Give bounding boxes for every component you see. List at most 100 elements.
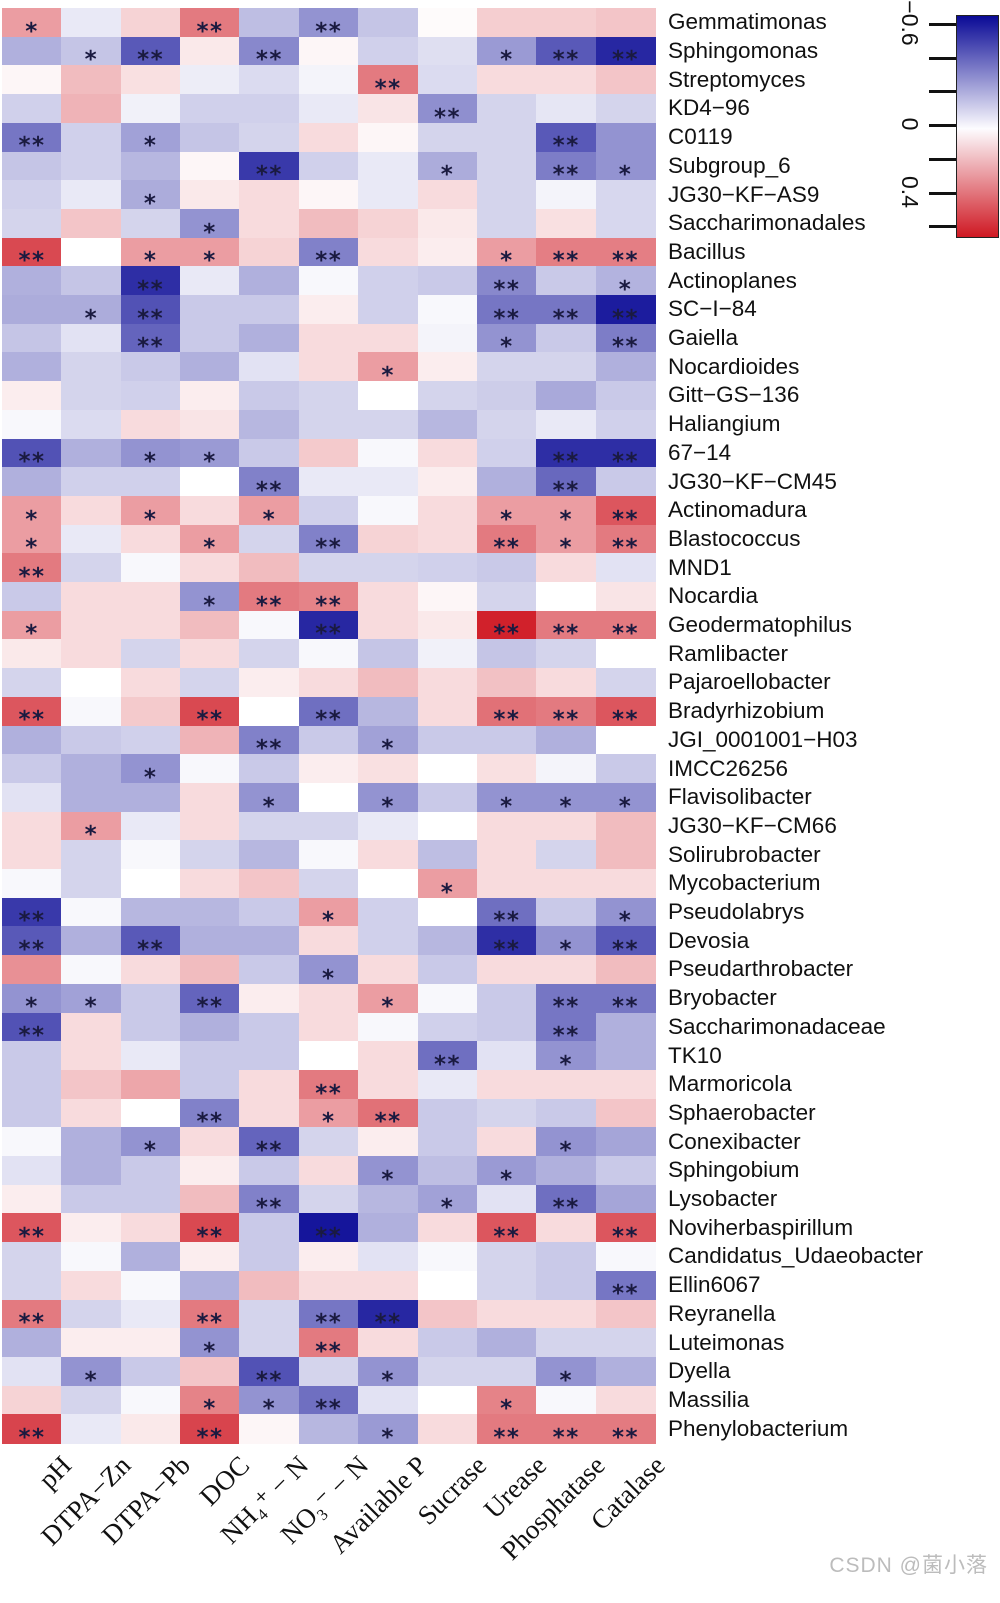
heatmap-cell: [61, 1012, 122, 1042]
heatmap-cell: [61, 1184, 122, 1214]
heatmap-cell: [239, 1156, 300, 1186]
heatmap-cell: [595, 467, 656, 497]
heatmap-cell: [298, 1414, 359, 1444]
heatmap-cell: [120, 811, 181, 841]
heatmap-cell: [180, 639, 241, 669]
row-label: Sphingobium: [668, 1157, 800, 1183]
heatmap-cell: [61, 1069, 122, 1100]
heatmap-cell: [239, 180, 300, 210]
heatmap-cell: [595, 180, 656, 210]
heatmap-cell: [298, 323, 359, 353]
heatmap-cell: **: [595, 1270, 656, 1306]
heatmap-cell: [120, 381, 181, 411]
heatmap-cell: *: [239, 495, 300, 531]
colorbar-tick: [929, 157, 956, 161]
heatmap-cell: [298, 1012, 359, 1042]
heatmap-cell: [417, 295, 478, 325]
heatmap-cell: [595, 869, 656, 899]
heatmap-cell: [476, 180, 537, 210]
heatmap-cell: *: [595, 266, 656, 301]
heatmap-cell: *: [239, 782, 300, 818]
heatmap-cell: [298, 438, 359, 468]
heatmap-cell: [61, 782, 122, 813]
heatmap-cell: **: [476, 266, 537, 301]
heatmap-cell: [417, 1012, 478, 1042]
heatmap-cell: **: [2, 1012, 62, 1048]
heatmap-cell: [180, 955, 241, 985]
heatmap-cell: [239, 983, 300, 1014]
heatmap-cell: [358, 1213, 419, 1243]
heatmap-cell: *: [417, 1184, 478, 1220]
heatmap-cell: **: [298, 1213, 359, 1249]
heatmap-cell: [180, 869, 241, 899]
row-label: 67−14: [668, 439, 732, 465]
heatmap-cell: **: [2, 926, 62, 962]
heatmap-cell: [536, 180, 597, 210]
heatmap-cell: **: [595, 696, 656, 732]
heatmap-cell: [358, 869, 419, 899]
heatmap-cell: [536, 1242, 597, 1272]
heatmap-cell: [476, 438, 537, 468]
heatmap-cell: [298, 1184, 359, 1214]
heatmap-cell: [239, 897, 300, 927]
heatmap-cell: [358, 409, 419, 440]
heatmap-cell: [595, 352, 656, 382]
heatmap-cell: [2, 668, 62, 698]
heatmap-cell: [536, 381, 597, 411]
heatmap-cell: **: [298, 1299, 359, 1335]
heatmap-cell: [2, 754, 62, 784]
heatmap-cell: **: [595, 1213, 656, 1249]
heatmap-cell: **: [358, 65, 419, 101]
heatmap-cell: [595, 639, 656, 669]
heatmap-cell: [2, 295, 62, 325]
heatmap-cell: [180, 668, 241, 698]
heatmap-cell: [358, 668, 419, 698]
row-label: Actinomadura: [668, 497, 807, 523]
heatmap-cell: [595, 1184, 656, 1214]
heatmap-cell: [417, 65, 478, 95]
heatmap-cell: [61, 725, 122, 755]
heatmap-cell: [61, 208, 122, 239]
heatmap-cell: [239, 1041, 300, 1071]
heatmap-cell: *: [180, 237, 241, 273]
heatmap-cell: **: [120, 295, 181, 330]
heatmap-cell: [476, 1184, 537, 1214]
heatmap-cell: [476, 381, 537, 411]
heatmap-cell: [358, 811, 419, 841]
heatmap-cell: [536, 409, 597, 440]
heatmap-cell: [358, 897, 419, 927]
heatmap-cell: [180, 1012, 241, 1042]
row-label: Saccharimonadaceae: [668, 1013, 886, 1039]
colorbar-tick-label: −0.6: [897, 0, 923, 46]
heatmap-cell: [180, 1356, 241, 1387]
heatmap-cell: **: [239, 725, 300, 761]
heatmap-cell: [180, 1156, 241, 1186]
heatmap-cell: [417, 926, 478, 956]
heatmap-cell: [595, 1098, 656, 1128]
heatmap-cell: [595, 1385, 656, 1415]
heatmap-cell: [536, 811, 597, 841]
heatmap-cell: **: [239, 1127, 300, 1162]
heatmap-cell: [61, 869, 122, 899]
heatmap-cell: [239, 237, 300, 267]
heatmap-cell: [180, 1041, 241, 1071]
heatmap-cell: [298, 36, 359, 66]
row-label: Nocardioides: [668, 353, 800, 379]
heatmap-cell: [536, 668, 597, 698]
heatmap-cell: **: [180, 983, 241, 1019]
heatmap-cell: *: [61, 983, 122, 1019]
heatmap-cell: [120, 8, 181, 38]
heatmap-cell: [239, 840, 300, 870]
row-label: Bryobacter: [668, 985, 777, 1011]
heatmap-cell: [239, 323, 300, 353]
heatmap-cell: [2, 151, 62, 181]
heatmap-cell: [180, 467, 241, 497]
heatmap-cell: [120, 409, 181, 440]
heatmap-cell: [180, 754, 241, 784]
heatmap-cell: [417, 897, 478, 927]
heatmap-cell: [298, 65, 359, 95]
heatmap-cell: [2, 467, 62, 497]
heatmap-cell: [476, 840, 537, 870]
heatmap-cell: [417, 639, 478, 669]
heatmap-cell: [536, 1213, 597, 1243]
